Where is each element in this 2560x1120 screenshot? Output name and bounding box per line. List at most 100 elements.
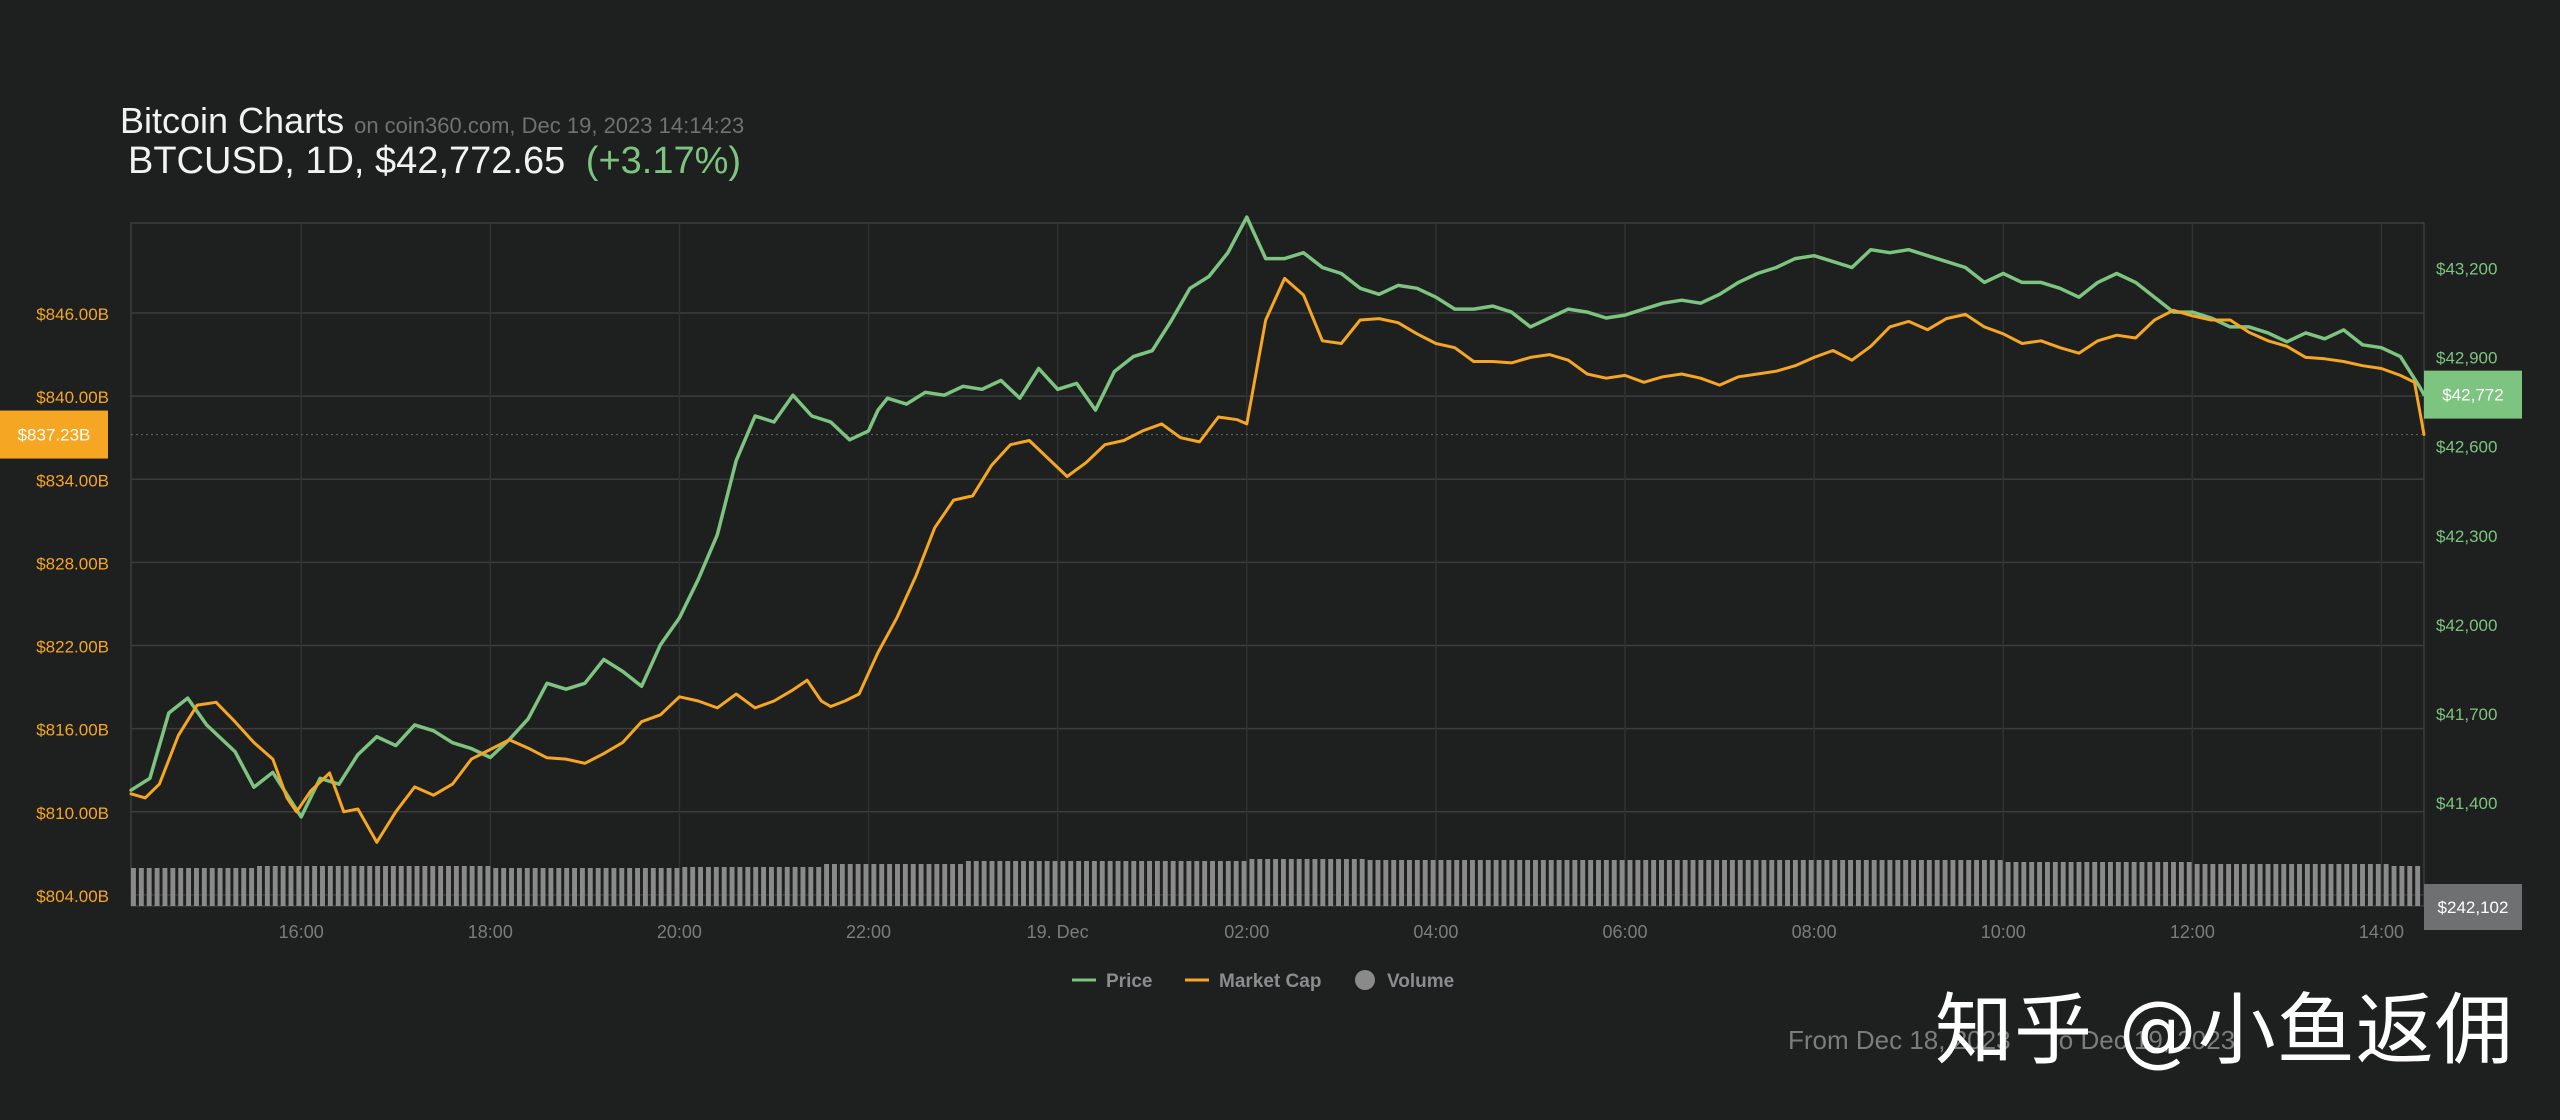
volume-bar xyxy=(619,868,625,906)
volume-bar xyxy=(871,864,877,906)
legend-item-market-cap[interactable]: Market Cap xyxy=(1185,971,1321,992)
volume-bar xyxy=(1147,861,1152,906)
volume-bar xyxy=(769,867,774,906)
volume-bar xyxy=(430,866,436,906)
volume-bar xyxy=(2352,864,2358,906)
volume-bar xyxy=(406,866,412,906)
price-series-line xyxy=(129,215,2426,819)
volume-bar xyxy=(1871,860,1877,906)
right-axis-tick-label: $42,000 xyxy=(2436,616,2497,635)
volume-bar xyxy=(1714,860,1720,906)
volume-bar xyxy=(2155,862,2161,906)
volume-bar xyxy=(1454,860,1460,906)
volume-bar xyxy=(2194,864,2200,906)
volume-bar xyxy=(2005,862,2011,906)
volume-bar xyxy=(138,868,144,906)
volume-bar xyxy=(1564,860,1570,906)
volume-bar xyxy=(461,866,467,906)
volume-bar xyxy=(2257,864,2263,906)
volume-bar xyxy=(390,866,396,906)
volume-bar xyxy=(375,866,381,906)
volume-bar xyxy=(808,867,814,906)
volume-bar xyxy=(1572,860,1578,906)
volume-bar xyxy=(855,864,861,906)
volume-bar xyxy=(863,864,869,906)
volume-bar xyxy=(1926,860,1932,906)
volume-bar xyxy=(1265,859,1271,906)
volume-bar xyxy=(1249,859,1255,906)
volume-bar xyxy=(2147,862,2153,906)
volume-bar xyxy=(257,866,262,906)
volume-bar xyxy=(1698,860,1704,906)
volume-bar xyxy=(178,868,184,906)
volume-bar xyxy=(761,867,767,906)
volume-bar xyxy=(713,867,719,906)
volume-bar xyxy=(824,864,830,906)
volume-bar xyxy=(1304,859,1310,906)
volume-bar xyxy=(351,866,357,906)
volume-bar xyxy=(2312,864,2318,906)
volume-bar xyxy=(595,868,601,906)
left-axis-tick-label: $816.00B xyxy=(36,721,109,740)
volume-bar xyxy=(233,868,239,906)
volume-bar xyxy=(2131,862,2137,906)
watermark: 知乎 @小鱼返佣 xyxy=(1935,986,2514,1076)
volume-bar xyxy=(1336,859,1342,906)
legend-item-price[interactable]: Price xyxy=(1072,971,1152,992)
volume-bar xyxy=(1194,861,1200,906)
volume-bar xyxy=(1257,859,1263,906)
volume-bar xyxy=(1068,861,1074,906)
x-axis-tick-label: 19. Dec xyxy=(1027,922,1089,942)
volume-bar xyxy=(383,866,388,906)
volume-bar xyxy=(2178,862,2184,906)
volume-bar xyxy=(1288,859,1294,906)
volume-bar xyxy=(1879,860,1885,906)
volume-bar xyxy=(729,867,735,906)
volume-bar xyxy=(335,866,341,906)
volume-bar xyxy=(2281,864,2287,906)
volume-bar xyxy=(217,868,223,906)
volume-bar xyxy=(1816,860,1822,906)
volume-bar xyxy=(2084,862,2090,906)
volume-bar xyxy=(280,866,286,906)
volume-bar xyxy=(1753,860,1759,906)
volume-bar xyxy=(1603,860,1609,906)
volume-bar xyxy=(1501,860,1507,906)
volume-bar xyxy=(674,868,680,906)
volume-bar xyxy=(1123,861,1129,906)
left-axis-tick-label: $804.00B xyxy=(36,887,109,906)
chart-header: Bitcoin Charts on coin360.com, Dec 19, 2… xyxy=(120,100,744,183)
volume-bar xyxy=(918,864,924,906)
volume-bar xyxy=(635,868,641,906)
volume-bar xyxy=(1769,860,1775,906)
volume-bar xyxy=(776,867,782,906)
volume-bar xyxy=(926,864,932,906)
range-from: From Dec 18, 2023 xyxy=(1788,1025,2011,1055)
plot-frame xyxy=(130,222,2425,907)
range-to: To Dec 19, 2023 xyxy=(2045,1025,2236,1055)
volume-bar xyxy=(737,867,743,906)
legend-item-volume[interactable]: Volume xyxy=(1355,970,1454,992)
x-axis-tick-label: 02:00 xyxy=(1224,922,1269,942)
left-axis-tick-label: $840.00B xyxy=(36,388,109,407)
volume-bar xyxy=(1863,860,1869,906)
volume-bar xyxy=(800,867,806,906)
volume-bar xyxy=(501,868,507,906)
volume-bar xyxy=(879,864,885,906)
volume-bar xyxy=(524,868,530,906)
volume-bar xyxy=(650,868,656,906)
volume-bar xyxy=(2360,864,2365,906)
volume-bar xyxy=(942,864,948,906)
volume-bar xyxy=(1848,860,1853,906)
volume-bar xyxy=(1170,861,1176,906)
market-cap-series-line xyxy=(129,276,2426,844)
volume-bar xyxy=(934,864,940,906)
market-cap-badge-label: $837.23B xyxy=(18,426,91,445)
volume-bar xyxy=(587,868,593,906)
volume-bar xyxy=(540,868,546,906)
volume-bar xyxy=(2273,864,2279,906)
volume-bar xyxy=(2100,862,2106,906)
volume-bar xyxy=(422,866,428,906)
volume-bar xyxy=(1777,860,1783,906)
